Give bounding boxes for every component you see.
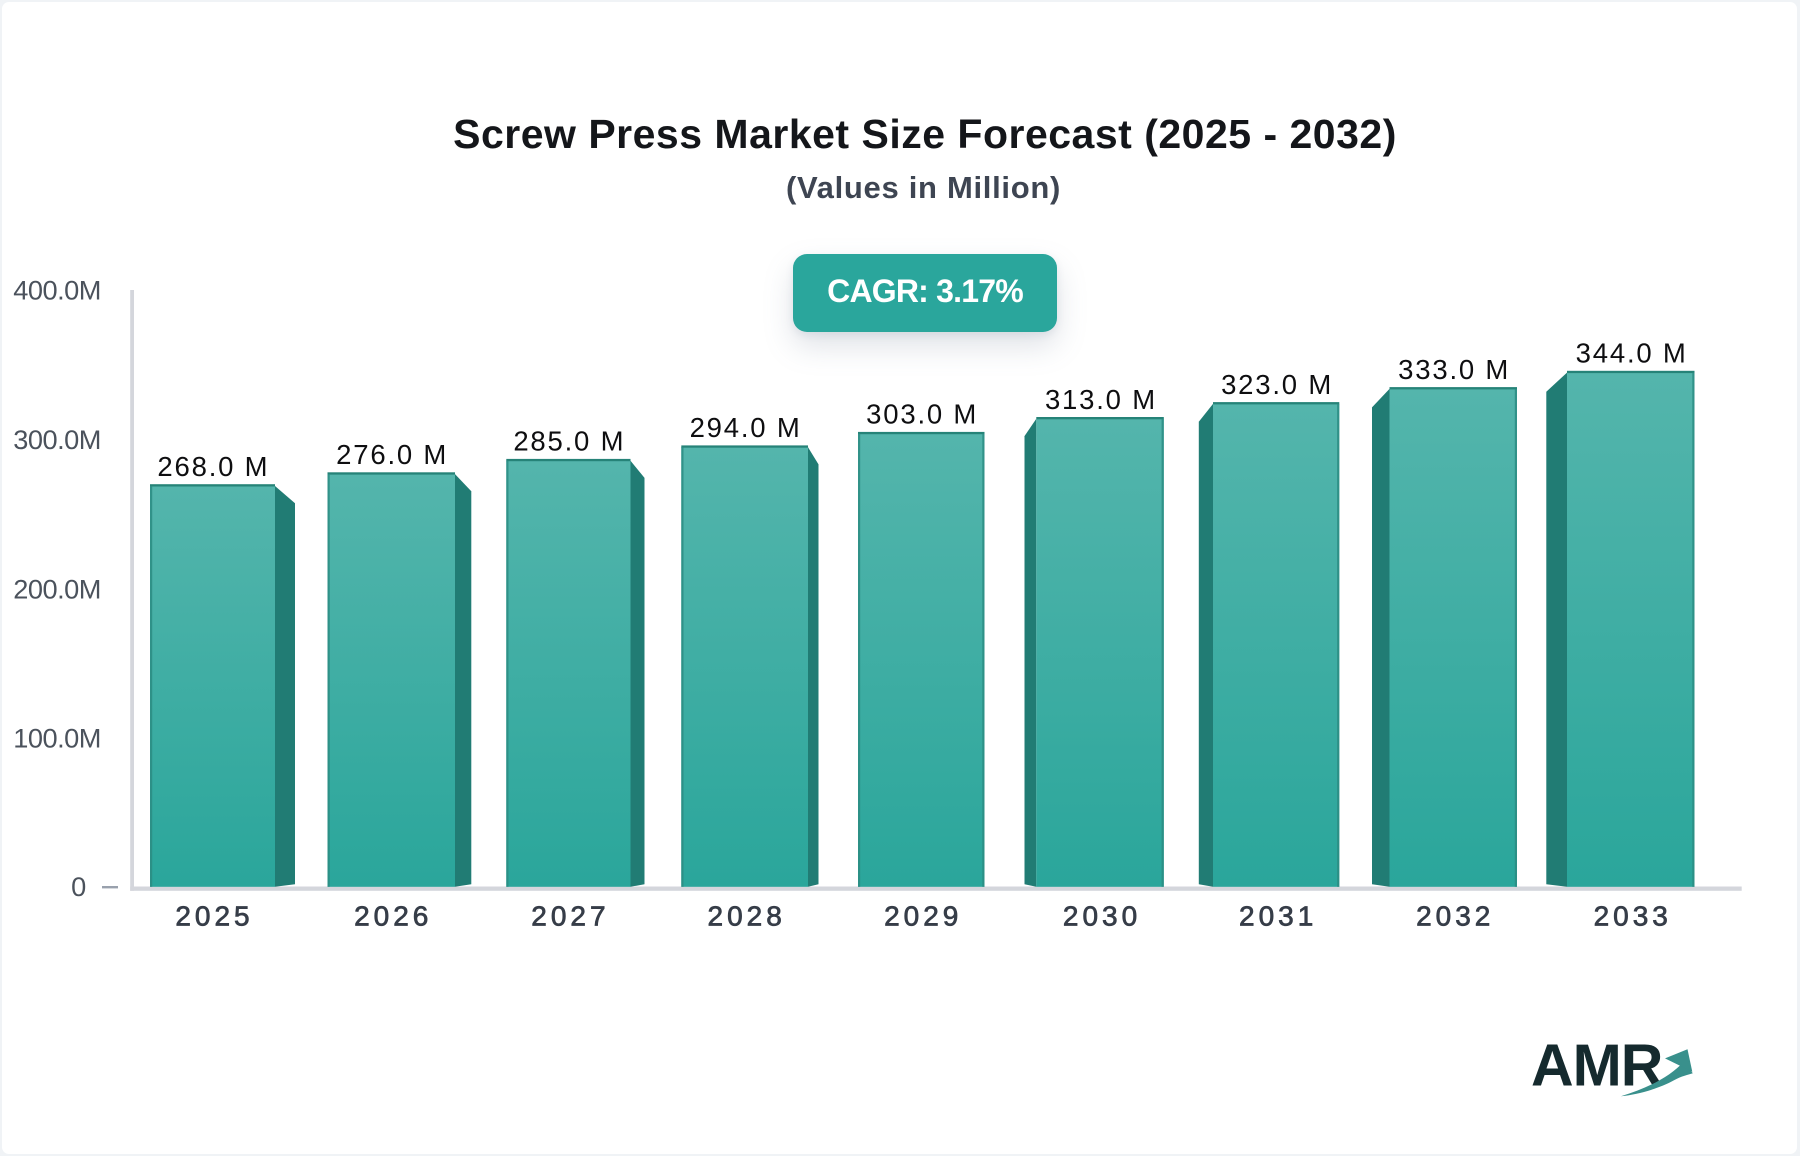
svg-text:200.0M: 200.0M [13,573,101,604]
svg-text:268.0 M: 268.0 M [157,451,269,482]
svg-text:313.0 M: 313.0 M [1045,384,1157,415]
svg-text:AMR: AMR [1531,1033,1663,1099]
svg-text:300.0M: 300.0M [13,424,101,455]
svg-text:2026: 2026 [354,901,432,932]
svg-text:333.0 M: 333.0 M [1398,354,1510,385]
svg-text:285.0 M: 285.0 M [513,426,625,457]
svg-text:2028: 2028 [708,901,786,932]
svg-text:0: 0 [71,871,86,902]
svg-text:276.0 M: 276.0 M [336,439,448,470]
svg-text:2029: 2029 [884,901,962,932]
svg-text:344.0 M: 344.0 M [1576,338,1688,369]
svg-text:2033: 2033 [1594,901,1672,932]
svg-text:2032: 2032 [1416,901,1494,932]
svg-text:2027: 2027 [531,901,609,932]
svg-text:400.0M: 400.0M [13,275,101,306]
svg-text:294.0 M: 294.0 M [690,412,802,443]
svg-text:100.0M: 100.0M [13,723,101,754]
svg-text:2025: 2025 [175,901,253,932]
svg-text:323.0 M: 323.0 M [1221,369,1333,400]
svg-text:303.0 M: 303.0 M [866,399,978,430]
svg-text:2030: 2030 [1063,901,1141,932]
svg-text:2031: 2031 [1239,901,1317,932]
